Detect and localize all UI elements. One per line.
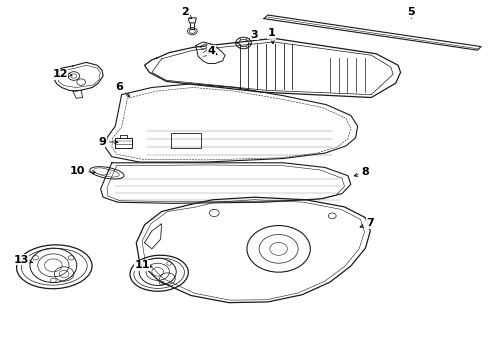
Text: 10: 10 [70, 166, 95, 176]
Text: 6: 6 [115, 82, 129, 97]
Text: 2: 2 [181, 7, 191, 19]
Text: 4: 4 [207, 46, 217, 56]
Text: 12: 12 [52, 69, 72, 79]
Text: 3: 3 [249, 30, 258, 40]
Text: 1: 1 [267, 28, 275, 44]
Text: 13: 13 [14, 255, 32, 265]
Text: 5: 5 [407, 7, 414, 18]
Text: 8: 8 [353, 167, 368, 177]
Ellipse shape [94, 168, 110, 175]
Text: 9: 9 [98, 137, 118, 147]
Text: 11: 11 [134, 260, 152, 270]
Text: 7: 7 [359, 218, 373, 228]
